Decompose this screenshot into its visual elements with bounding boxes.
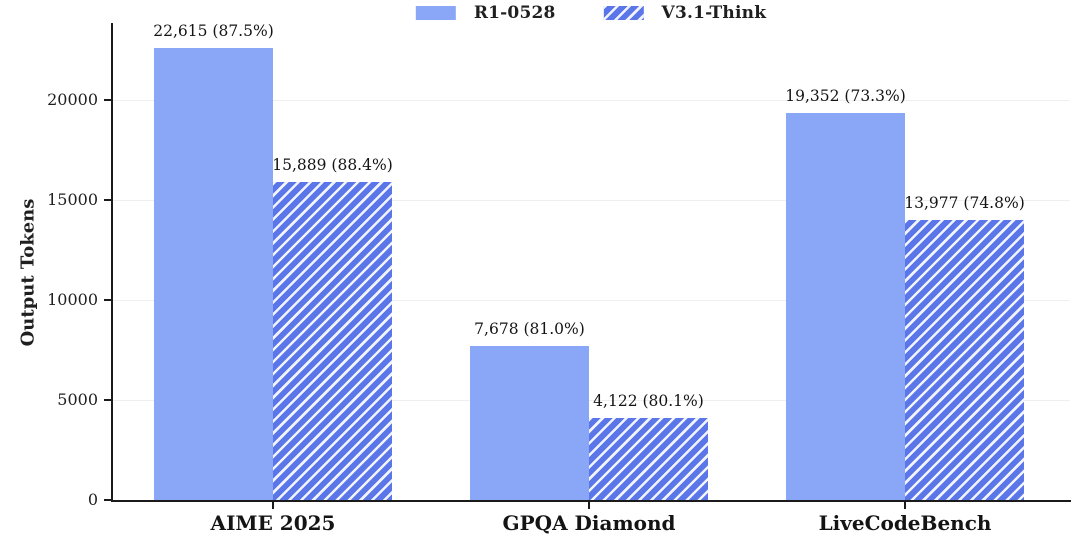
x-tick-mark	[588, 502, 590, 509]
bar-v3-1-think	[905, 220, 1024, 500]
bar-value-label: 22,615 (87.5%)	[153, 21, 274, 40]
y-tick-label: 15000	[47, 190, 98, 209]
bar-value-label: 19,352 (73.3%)	[785, 86, 906, 105]
legend-swatch-r1-0528	[415, 6, 456, 20]
y-tick-mark	[104, 199, 111, 201]
y-tick-label: 10000	[47, 290, 98, 309]
grid-line	[112, 400, 1070, 401]
y-tick-mark	[104, 399, 111, 401]
y-axis-title: Output Tokens	[17, 198, 39, 347]
bar-value-label: 13,977 (74.8%)	[904, 194, 1025, 213]
x-category-label: AIME 2025	[210, 511, 336, 535]
legend-label-r1-0528: R1-0528	[473, 3, 556, 23]
y-tick-label: 5000	[57, 390, 98, 409]
bar-value-label: 15,889 (88.4%)	[272, 156, 393, 175]
bar-r1-0528	[154, 47, 273, 500]
y-tick-mark	[104, 299, 111, 301]
bar-v3-1-think	[273, 182, 392, 500]
x-tick-mark	[904, 502, 906, 509]
chart-legend: R1-0528 V3.1-Think	[415, 3, 767, 23]
y-tick-label: 20000	[47, 90, 98, 109]
legend-label-v3-1-think: V3.1-Think	[661, 3, 767, 23]
x-tick-mark	[272, 502, 274, 509]
legend-item-v3-1-think: V3.1-Think	[603, 3, 767, 23]
legend-item-r1-0528: R1-0528	[415, 3, 556, 23]
y-tick-label: 0	[87, 490, 98, 509]
y-tick-mark	[104, 99, 111, 101]
bar-r1-0528	[786, 112, 905, 500]
grid-line	[112, 300, 1070, 301]
x-axis-line	[111, 500, 1071, 502]
grid-line	[112, 100, 1070, 101]
bar-value-label: 4,122 (80.1%)	[593, 391, 704, 410]
x-category-label: GPQA Diamond	[502, 511, 676, 535]
y-tick-mark	[104, 499, 111, 501]
x-category-label: LiveCodeBench	[818, 511, 992, 535]
bar-v3-1-think	[589, 417, 708, 500]
plot-area	[112, 23, 1070, 500]
grid-line	[112, 200, 1070, 201]
bar-r1-0528	[470, 346, 589, 500]
legend-swatch-v3-1-think	[603, 6, 644, 20]
bar-value-label: 7,678 (81.0%)	[474, 320, 585, 339]
y-axis-line	[111, 23, 113, 502]
